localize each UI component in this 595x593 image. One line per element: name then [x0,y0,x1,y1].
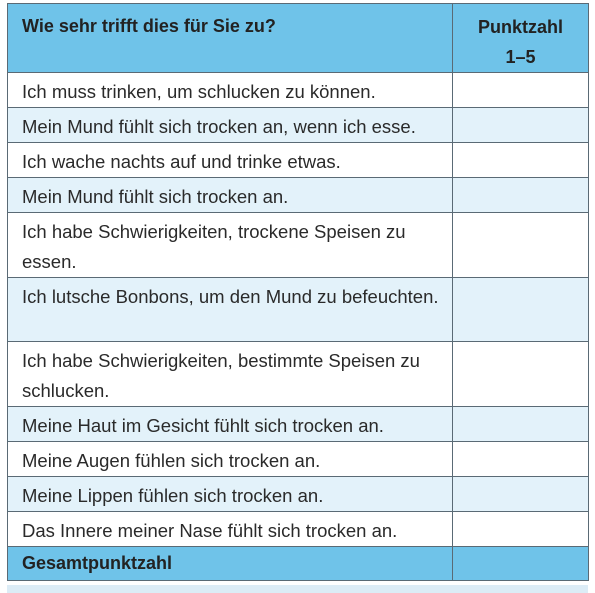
xerostomia-questionnaire-table: Wie sehr trifft dies für Sie zu? Punktza… [7,3,589,581]
score-header-line1: Punktzahl [477,17,563,37]
table-row: Ich muss trinken, um schlucken zu können… [7,72,589,108]
table-header-row: Wie sehr trifft dies für Sie zu? Punktza… [7,3,589,73]
score-input-cell[interactable] [452,142,589,178]
score-column-header: Punktzahl 1–5 [452,3,589,73]
total-score-cell[interactable] [452,546,589,581]
score-input-cell[interactable] [452,177,589,213]
question-cell: Ich muss trinken, um schlucken zu können… [7,72,453,108]
question-column-header: Wie sehr trifft dies für Sie zu? [7,3,453,73]
score-input-cell[interactable] [452,107,589,143]
table-row: Ich habe Schwierigkeiten, trockene Speis… [7,212,589,278]
question-cell: Ich wache nachts auf und trinke etwas. [7,142,453,178]
score-input-cell[interactable] [452,441,589,477]
total-row: Gesamtpunktzahl [7,546,589,581]
question-cell: Meine Augen fühlen sich trocken an. [7,441,453,477]
score-input-cell[interactable] [452,341,589,407]
question-cell: Ich habe Schwierigkeiten, bestimmte Spei… [7,341,453,407]
score-input-cell[interactable] [452,406,589,442]
table-row: Ich wache nachts auf und trinke etwas. [7,142,589,178]
question-cell: Meine Haut im Gesicht fühlt sich trocken… [7,406,453,442]
table-row: Meine Haut im Gesicht fühlt sich trocken… [7,406,589,442]
score-input-cell[interactable] [452,476,589,512]
question-cell: Mein Mund fühlt sich trocken an. [7,177,453,213]
question-cell: Meine Lippen fühlen sich trocken an. [7,476,453,512]
score-input-cell[interactable] [452,212,589,278]
table-row: Meine Lippen fühlen sich trocken an. [7,476,589,512]
score-input-cell[interactable] [452,277,589,342]
total-label: Gesamtpunktzahl [7,546,453,581]
score-input-cell[interactable] [452,72,589,108]
table-row: Meine Augen fühlen sich trocken an. [7,441,589,477]
table-row: Mein Mund fühlt sich trocken an. [7,177,589,213]
table-row: Ich lutsche Bonbons, um den Mund zu befe… [7,277,589,342]
question-cell: Ich habe Schwierigkeiten, trockene Speis… [7,212,453,278]
score-input-cell[interactable] [452,511,589,547]
table-row: Mein Mund fühlt sich trocken an, wenn ic… [7,107,589,143]
question-cell: Das Innere meiner Nase fühlt sich trocke… [7,511,453,547]
table-row: Das Innere meiner Nase fühlt sich trocke… [7,511,589,547]
question-cell: Ich lutsche Bonbons, um den Mund zu befe… [7,277,453,342]
table-row: Ich habe Schwierigkeiten, bestimmte Spei… [7,341,589,407]
question-cell: Mein Mund fühlt sich trocken an, wenn ic… [7,107,453,143]
score-header-line2: 1–5 [505,47,536,67]
bottom-strip [7,585,588,593]
